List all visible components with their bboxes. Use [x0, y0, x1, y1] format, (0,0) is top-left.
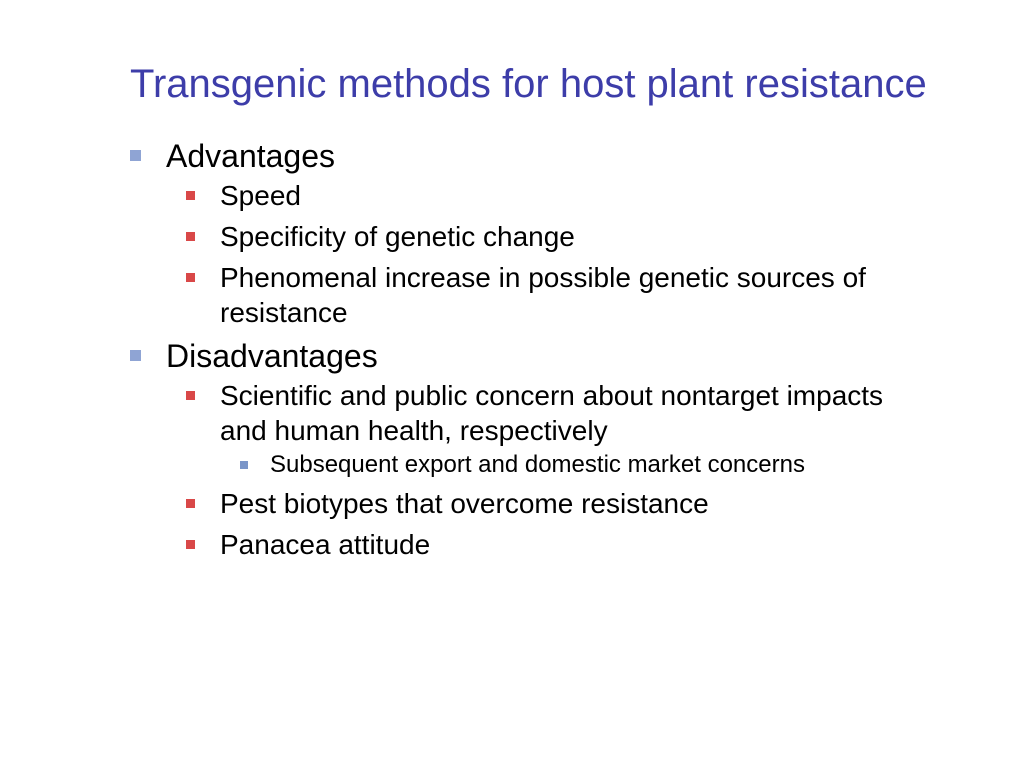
list-item-text: Pest biotypes that overcome resistance [220, 488, 709, 519]
list-item-text: Subsequent export and domestic market co… [270, 451, 805, 478]
list-item-text: Speed [220, 180, 301, 211]
list-item-text: Panacea attitude [220, 529, 430, 560]
slide-title: Transgenic methods for host plant resist… [130, 60, 934, 108]
list-item-label: Advantages [166, 138, 335, 174]
slide: Transgenic methods for host plant resist… [0, 0, 1024, 562]
bullet-list-level2: Scientific and public concern about nont… [166, 378, 934, 562]
bullet-list-level1: Advantages Speed Specificity of genetic … [130, 136, 934, 562]
bullet-list-level3: Subsequent export and domestic market co… [220, 450, 934, 480]
list-item-label: Disadvantages [166, 338, 378, 374]
list-item: Disadvantages Scientific and public conc… [130, 336, 934, 562]
list-item: Pest biotypes that overcome resistance [186, 486, 934, 521]
list-item-text: Specificity of genetic change [220, 221, 575, 252]
list-item: Specificity of genetic change [186, 219, 934, 254]
list-item-text: Scientific and public concern about nont… [220, 380, 883, 446]
list-item: Subsequent export and domestic market co… [240, 450, 934, 480]
list-item: Speed [186, 178, 934, 213]
list-item: Panacea attitude [186, 527, 934, 562]
list-item-text: Phenomenal increase in possible genetic … [220, 262, 866, 328]
bullet-list-level2: Speed Specificity of genetic change Phen… [166, 178, 934, 330]
list-item: Scientific and public concern about nont… [186, 378, 934, 480]
list-item: Phenomenal increase in possible genetic … [186, 260, 934, 330]
list-item: Advantages Speed Specificity of genetic … [130, 136, 934, 330]
